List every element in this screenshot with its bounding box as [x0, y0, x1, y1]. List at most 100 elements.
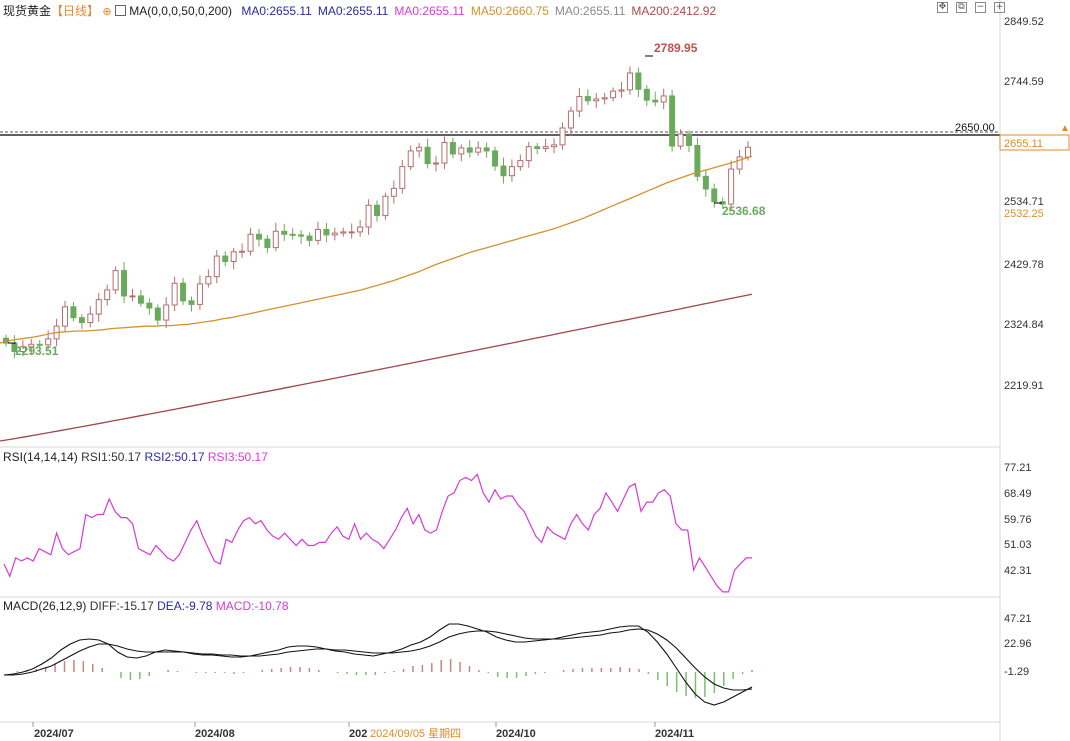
low-annotation: 2536.68 [722, 204, 766, 218]
macd-dea-line [4, 628, 753, 691]
ma-legend-item: MA50:2660.75 [470, 4, 549, 18]
alert-arrow-icon: ▲ [1060, 123, 1070, 134]
candle-body [567, 110, 574, 129]
candle-body [635, 72, 642, 90]
candle-body [534, 146, 541, 150]
candle-body [213, 255, 220, 278]
rsi-y-tick-label: 77.21 [1004, 462, 1032, 474]
candle-body [660, 95, 667, 103]
candle-body [222, 255, 229, 263]
macd-label: MACD:-10.78 [215, 599, 289, 613]
diff-label: DIFF:-15.17 [89, 599, 154, 613]
x-tick-label: 2024/07 [34, 728, 74, 740]
candle-body [188, 300, 195, 305]
minus-icon[interactable]: − [975, 2, 986, 13]
rsi-header: RSI(14,14,14) RSI1:50.17 RSI2:50.17 RSI3… [3, 450, 268, 464]
candle-body [323, 228, 330, 236]
candle-body [643, 88, 650, 101]
candle-body [601, 97, 608, 100]
candle-body [677, 133, 684, 147]
candle-body [365, 204, 372, 228]
candle-body [154, 307, 161, 321]
candle-body [163, 304, 170, 321]
candle-body [559, 127, 566, 146]
candle-body [374, 204, 380, 217]
candle-body [357, 226, 364, 233]
candle-body [62, 306, 69, 327]
candle-body [593, 98, 600, 102]
candle-body [180, 282, 187, 302]
candle-body [584, 96, 591, 102]
ma50-line [0, 155, 753, 344]
candle-body [196, 283, 203, 305]
macd-diff-line [3, 623, 753, 706]
restore-icon[interactable]: ⧉ [956, 2, 967, 13]
candle-body [542, 146, 549, 150]
dea-label: DEA:-9.78 [157, 599, 213, 613]
move-icon[interactable]: ✥ [937, 2, 948, 13]
chart-header: 现货黄金【日线】 ⊕ MA(0,0,0,50,0,200) MA0:2655.1… [3, 2, 716, 19]
macd-title: MACD(26,12,9) [3, 599, 87, 613]
candle-body [458, 147, 465, 155]
rsi3-label: RSI3:50.17 [207, 450, 268, 464]
macd-header: MACD(26,12,9) DIFF:-15.17 DEA:-9.78 MACD… [3, 599, 289, 613]
period-selector[interactable]: 【日线】 [51, 4, 100, 18]
last-price-label: 2655.11 [1004, 138, 1043, 150]
crosshair-date-label: 2024/09/05 星期四 [370, 727, 461, 740]
y-tick-label: 2429.78 [1004, 259, 1044, 271]
candle-body [78, 317, 85, 324]
candle-body [517, 160, 524, 168]
rsi-line [3, 473, 752, 593]
candle-body [28, 343, 35, 348]
candle-body [382, 195, 389, 217]
candle-body [407, 150, 414, 168]
candle-body [146, 302, 153, 309]
candle-body [281, 230, 288, 235]
candle-body [36, 343, 43, 346]
candle-body [87, 313, 94, 324]
candle-body [736, 156, 743, 170]
candle-body [298, 234, 305, 237]
candle-body [45, 338, 52, 346]
rsi-y-tick-label: 51.03 [1004, 539, 1032, 551]
start-low-annotation: 2293.51 [15, 344, 59, 358]
ma-legend-item: MA200:2412.92 [631, 4, 717, 18]
candle-body [441, 141, 448, 164]
candle-body [239, 250, 246, 253]
candle-body [104, 289, 111, 301]
candle-body [340, 231, 347, 234]
x-tick-label: 2024/11 [655, 728, 694, 740]
macd-y-tick-label: 47.21 [1004, 613, 1032, 625]
ma-legend-item: MA0:2655.11 [241, 4, 312, 18]
candle-body [492, 150, 499, 167]
settings-icon[interactable]: ⊕ [102, 5, 112, 18]
ma50-value-label: 2532.25 [1004, 208, 1044, 220]
candle-body [272, 230, 279, 249]
y-tick-label: 2534.71 [1004, 196, 1044, 208]
candle-body [255, 233, 262, 240]
rsi-y-tick-label: 59.76 [1004, 514, 1032, 526]
candle-body [669, 95, 676, 147]
candle-body [652, 99, 659, 103]
candle-body [702, 175, 709, 190]
ma-legend-item: MA0:2655.11 [317, 4, 389, 18]
candle-body [205, 276, 212, 285]
candle-body [314, 228, 321, 241]
ma-legend: MA0:2655.11 MA0:2655.11 MA0:2655.11 MA50:26… [235, 4, 716, 18]
candle-body [399, 166, 406, 189]
rsi-y-tick-label: 68.49 [1004, 488, 1032, 500]
candle-body [745, 146, 751, 158]
plus-icon[interactable]: + [994, 2, 1005, 13]
candle-body [433, 162, 440, 165]
x-tick-label: 202 [349, 728, 367, 740]
candle-body [694, 144, 701, 177]
candle-body [112, 270, 119, 291]
ma-toggle-icon[interactable] [114, 5, 126, 16]
candle-body [711, 188, 718, 203]
candle-body [483, 147, 490, 152]
macd-y-tick-label: 22.96 [1004, 638, 1032, 650]
y-tick-label: 2744.59 [1004, 76, 1044, 88]
candle-body [19, 346, 26, 353]
candle-body [551, 144, 558, 148]
